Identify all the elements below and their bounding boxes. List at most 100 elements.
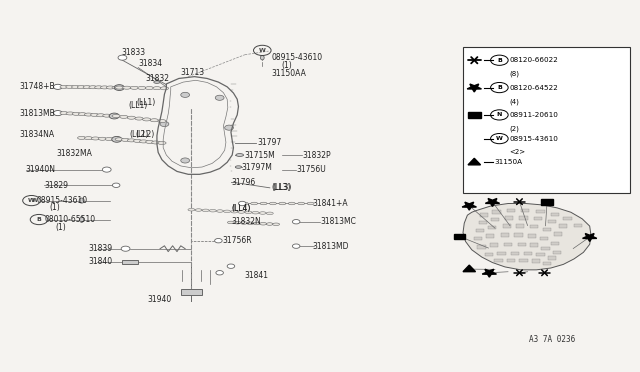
Bar — [485, 253, 493, 256]
Ellipse shape — [66, 112, 74, 115]
Text: 08915-43610: 08915-43610 — [509, 136, 558, 142]
Bar — [474, 237, 482, 240]
Text: 31797: 31797 — [257, 138, 282, 147]
Ellipse shape — [115, 86, 124, 89]
Ellipse shape — [253, 222, 260, 225]
Text: 31796: 31796 — [231, 178, 255, 187]
Ellipse shape — [241, 222, 247, 224]
Ellipse shape — [112, 138, 120, 141]
Text: 31840: 31840 — [88, 257, 112, 266]
Text: W: W — [32, 198, 38, 203]
Bar — [463, 47, 630, 193]
Circle shape — [118, 55, 127, 60]
Polygon shape — [463, 265, 476, 272]
Polygon shape — [482, 269, 497, 277]
Circle shape — [216, 270, 223, 275]
Ellipse shape — [103, 114, 111, 117]
Text: B: B — [497, 58, 502, 63]
Ellipse shape — [266, 212, 273, 215]
Ellipse shape — [145, 87, 154, 90]
Bar — [180, 289, 202, 295]
Polygon shape — [467, 84, 481, 92]
Text: 31834NA: 31834NA — [19, 131, 54, 140]
Bar — [500, 233, 509, 237]
Ellipse shape — [105, 138, 113, 141]
Polygon shape — [582, 234, 597, 241]
Text: (LL2): (LL2) — [135, 130, 154, 139]
Ellipse shape — [127, 139, 136, 142]
Ellipse shape — [120, 115, 128, 118]
Bar — [522, 209, 529, 212]
Bar — [494, 259, 502, 262]
Ellipse shape — [260, 55, 264, 60]
Bar — [502, 224, 511, 228]
Ellipse shape — [109, 115, 117, 118]
Ellipse shape — [231, 211, 237, 213]
Ellipse shape — [60, 112, 68, 115]
Bar — [122, 260, 138, 264]
Text: (LL3): (LL3) — [273, 183, 292, 192]
Ellipse shape — [112, 86, 120, 89]
Ellipse shape — [241, 202, 248, 205]
Ellipse shape — [72, 86, 80, 89]
Text: 31832MA: 31832MA — [56, 149, 92, 158]
Text: N: N — [497, 112, 502, 118]
Bar — [515, 233, 523, 237]
Ellipse shape — [269, 202, 276, 205]
Ellipse shape — [152, 141, 160, 144]
Text: 31832N: 31832N — [231, 217, 260, 226]
Text: B: B — [497, 85, 502, 90]
Circle shape — [292, 244, 300, 248]
Text: W: W — [28, 198, 35, 203]
Text: (LL2): (LL2) — [130, 131, 149, 140]
Circle shape — [227, 264, 235, 268]
Bar — [536, 210, 545, 213]
Text: 31813MD: 31813MD — [312, 242, 349, 251]
Ellipse shape — [160, 87, 168, 90]
Bar — [541, 199, 553, 205]
Ellipse shape — [78, 113, 86, 116]
Bar — [574, 224, 582, 227]
Text: 31839: 31839 — [88, 244, 112, 253]
Bar — [548, 220, 556, 223]
Bar — [541, 247, 550, 250]
Ellipse shape — [121, 138, 129, 141]
Bar — [553, 250, 561, 254]
Ellipse shape — [83, 86, 92, 89]
Bar — [543, 228, 551, 231]
Circle shape — [113, 183, 120, 187]
Bar — [454, 234, 465, 239]
Bar — [493, 211, 500, 214]
Ellipse shape — [140, 140, 148, 143]
Text: 31797M: 31797M — [242, 163, 273, 171]
Ellipse shape — [150, 119, 159, 122]
Bar — [507, 259, 515, 262]
Bar — [477, 246, 486, 249]
Ellipse shape — [92, 137, 100, 140]
Ellipse shape — [236, 166, 242, 168]
Ellipse shape — [251, 202, 257, 205]
Text: 31833: 31833 — [121, 48, 145, 57]
Ellipse shape — [79, 198, 84, 203]
Polygon shape — [485, 199, 500, 206]
Bar — [486, 234, 494, 238]
Ellipse shape — [153, 87, 161, 90]
Text: 31813MB: 31813MB — [19, 109, 54, 118]
Bar — [551, 242, 559, 245]
Circle shape — [54, 84, 62, 89]
Text: 08915-43610: 08915-43610 — [36, 196, 88, 205]
Circle shape — [115, 85, 124, 90]
Text: 31841: 31841 — [244, 271, 269, 280]
Circle shape — [292, 219, 300, 224]
Ellipse shape — [259, 212, 266, 214]
Ellipse shape — [188, 208, 195, 211]
Ellipse shape — [146, 140, 154, 144]
Bar — [480, 213, 488, 217]
Ellipse shape — [158, 141, 166, 144]
Polygon shape — [468, 158, 481, 165]
Ellipse shape — [90, 113, 99, 116]
Bar — [518, 243, 525, 246]
Circle shape — [102, 167, 111, 172]
Bar — [497, 251, 506, 255]
Bar — [479, 221, 487, 224]
